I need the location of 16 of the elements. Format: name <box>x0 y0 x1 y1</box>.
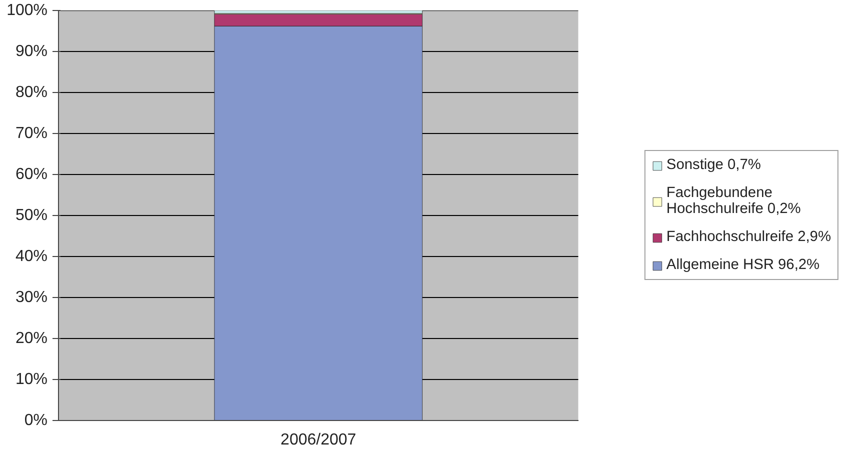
y-tick-label: 20% <box>15 330 48 347</box>
y-tick-label: 30% <box>15 289 48 306</box>
legend-label: Sonstige 0,7% <box>666 157 761 173</box>
legend-label: Fachhochschulreife 2,9% <box>666 229 831 245</box>
y-tick-label: 60% <box>15 166 48 183</box>
y-tick-label: 10% <box>15 371 48 388</box>
y-tick-label: 80% <box>15 84 48 101</box>
y-tick-label: 90% <box>15 43 48 60</box>
y-tick-label: 0% <box>24 412 48 429</box>
legend-label: Fachgebundene Hochschulreife 0,2% <box>666 185 801 217</box>
y-tick-label: 100% <box>6 2 48 19</box>
y-tick-label: 40% <box>15 248 48 265</box>
legend-label: Allgemeine HSR 96,2% <box>666 257 820 273</box>
y-tick-label: 70% <box>15 125 48 142</box>
x-tick-label: 2006/2007 <box>280 432 356 448</box>
y-tick-label: 50% <box>15 207 48 224</box>
